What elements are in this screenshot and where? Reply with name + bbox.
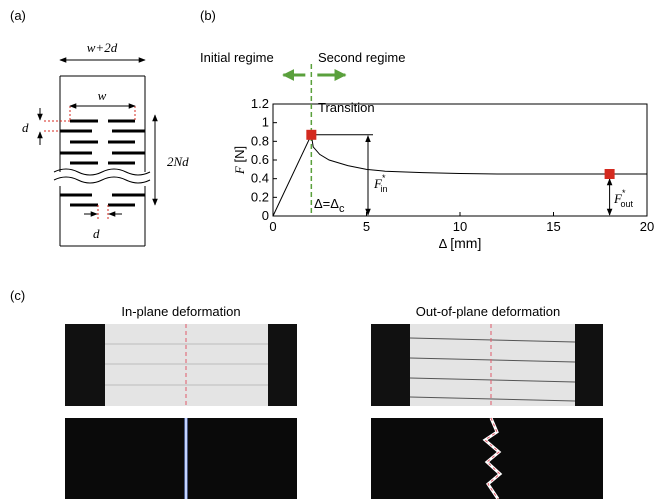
photo (371, 324, 603, 406)
schematic (37, 57, 158, 247)
y-axis-label: F [N] (232, 146, 247, 175)
schematic-label: 2Nd (167, 154, 189, 169)
schematic-label: w+2d (87, 40, 118, 55)
annotation-symbol: F (373, 176, 383, 191)
annotation-sub: out (620, 199, 633, 209)
y-tick-label: 1.2 (251, 96, 269, 111)
annotation-sup: * (382, 173, 386, 183)
line (272, 133, 647, 217)
annotation-text: Δ=Δ (314, 196, 339, 211)
x-tick-label: 15 (546, 219, 560, 234)
annotation-sub: c (339, 203, 345, 215)
x-tick-label: 5 (363, 219, 370, 234)
x-tick-label: 10 (453, 219, 467, 234)
annotation: F* out (613, 188, 633, 209)
annotation: F* in (373, 173, 387, 194)
schematic-label: d (22, 120, 29, 135)
x-axis-label: Δ [mm] (439, 235, 482, 251)
y-tick-label: 0.6 (251, 152, 269, 167)
photo-title: In-plane deformation (121, 304, 240, 319)
y-tick-label: 0.8 (251, 133, 269, 148)
regime-label: Initial regime (200, 50, 274, 65)
annotation-symbol: F (613, 191, 623, 206)
marker (604, 169, 615, 179)
x-tick-label: 0 (269, 219, 276, 234)
panel-label: (b) (200, 8, 216, 23)
axis-symbol: Δ (439, 236, 448, 251)
panel-label: (c) (10, 288, 25, 303)
y-tick-label: 1 (262, 115, 269, 130)
panel-label: (a) (10, 8, 26, 23)
regime-label: Second regime (318, 50, 405, 65)
photo (65, 418, 297, 499)
photo-title: Out-of-plane deformation (416, 304, 561, 319)
axis-unit: [N] (232, 146, 247, 163)
y-tick-label: 0.2 (251, 189, 269, 204)
y-tick-label: 0.4 (251, 171, 269, 186)
photo (371, 417, 603, 499)
annotation-sup: * (622, 188, 626, 198)
schematic-label: w (98, 88, 107, 103)
axis-unit: [mm] (450, 235, 481, 251)
x-tick-label: 20 (640, 219, 654, 234)
schematic-label: d (93, 226, 100, 241)
annotation: Transition (318, 100, 375, 115)
annotation: Δ=Δc (314, 196, 345, 215)
annotation-sub: in (380, 184, 387, 194)
photo (65, 324, 297, 406)
axis-symbol: F (232, 165, 247, 175)
y-tick-label: 0 (262, 208, 269, 223)
marker (306, 129, 317, 140)
